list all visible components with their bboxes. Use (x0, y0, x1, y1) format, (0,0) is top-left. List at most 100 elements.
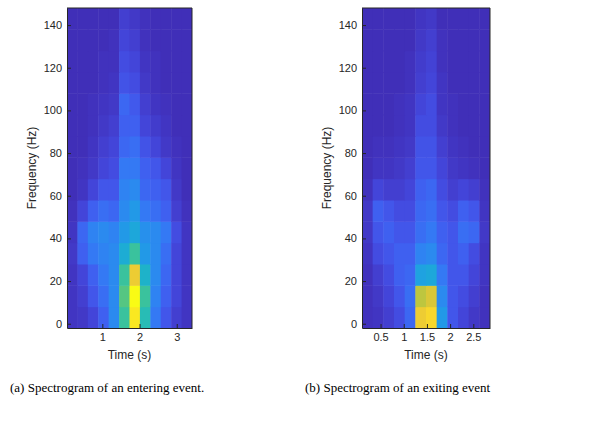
heatmap-cell (88, 29, 99, 51)
heatmap-cell (98, 93, 109, 115)
y-tick-label: 20 (50, 275, 62, 287)
heatmap-cell (182, 72, 192, 94)
heatmap-cell (140, 179, 151, 201)
heatmap-cell (171, 93, 182, 115)
heatmap-cell (67, 243, 78, 265)
heatmap-cell (405, 307, 416, 328)
y-tick: 100 (339, 104, 366, 116)
heatmap-cell (67, 8, 78, 30)
heatmap-cell (383, 157, 394, 179)
heatmap-cell (469, 115, 480, 137)
heatmap-cell (109, 51, 120, 73)
heatmap-cell (394, 72, 405, 94)
x-tick-label: 2 (137, 331, 143, 343)
heatmap-cell (426, 157, 437, 179)
heatmap-cell (415, 51, 426, 73)
heatmap-cell (383, 8, 394, 30)
heatmap-cell (394, 179, 405, 201)
heatmap-cell (150, 243, 161, 265)
heatmap-cell (362, 136, 373, 158)
frame (490, 8, 491, 328)
heatmap-cell (383, 200, 394, 222)
heatmap-cell (479, 200, 490, 222)
heatmap-cell (182, 285, 192, 307)
heatmap-cell (415, 136, 426, 158)
x-tick-label: 1 (100, 331, 106, 343)
x-tick-label: 1.5 (420, 331, 435, 343)
heatmap-cell (437, 221, 448, 243)
heatmap-cell (67, 221, 78, 243)
heatmap-cell (426, 307, 437, 328)
heatmap-cell (437, 157, 448, 179)
heatmap-cell (140, 51, 151, 73)
heatmap-cell (479, 307, 490, 328)
figure: 123020406080100120140Time (s)Frequency (… (0, 0, 590, 432)
heatmap-cell (458, 264, 469, 286)
heatmap-cell (171, 51, 182, 73)
heatmap-cell (373, 29, 384, 51)
heatmap-cell (161, 200, 172, 222)
heatmap-cell (437, 264, 448, 286)
heatmap-cell (171, 8, 182, 30)
y-tick-mark (67, 153, 71, 154)
y-tick-label: 140 (339, 19, 357, 31)
x-tick: 2 (448, 324, 454, 343)
y-tick: 60 (345, 190, 366, 202)
heatmap-cell (171, 307, 182, 328)
heatmap-cell (458, 221, 469, 243)
heatmap-cell (140, 307, 151, 328)
heatmap-cell (469, 29, 480, 51)
heatmap-cell (150, 93, 161, 115)
heatmap-cell (373, 179, 384, 201)
heatmap-cell (458, 51, 469, 73)
heatmap-cell (119, 307, 130, 328)
caption: (b) Spectrogram of an exiting event (305, 380, 491, 395)
heatmap-cell (77, 307, 88, 328)
heatmap-cell (109, 72, 120, 94)
heatmap-cell (130, 93, 141, 115)
heatmap-cell (77, 115, 88, 137)
heatmap-cell (362, 93, 373, 115)
heatmap-cell (140, 29, 151, 51)
y-tick-label: 0 (351, 318, 357, 330)
heatmap-cell (415, 200, 426, 222)
heatmap-cell (119, 200, 130, 222)
heatmap-cell (447, 179, 458, 201)
heatmap-cell (426, 264, 437, 286)
heatmap-cell (182, 157, 192, 179)
heatmap-cell (182, 136, 192, 158)
heatmap-cell (373, 8, 384, 30)
heatmap-cell (426, 179, 437, 201)
heatmap-cell (171, 285, 182, 307)
heatmap-cell (394, 157, 405, 179)
heatmap-cell (161, 307, 172, 328)
heatmap-cell (437, 307, 448, 328)
heatmap-cell (140, 264, 151, 286)
heatmap-cell (447, 93, 458, 115)
heatmap-cell (479, 136, 490, 158)
y-tick-mark (362, 25, 366, 26)
heatmap-cell (447, 221, 458, 243)
heatmap-cell (130, 8, 141, 30)
heatmap-cell (469, 243, 480, 265)
heatmap-cell (67, 51, 78, 73)
y-tick-label: 20 (345, 275, 357, 287)
heatmap-cell (458, 29, 469, 51)
heatmap-cell (394, 243, 405, 265)
heatmap-cell (383, 136, 394, 158)
heatmap-cell (150, 8, 161, 30)
y-tick-mark (362, 196, 366, 197)
heatmap-cell (426, 136, 437, 158)
heatmap-cell (130, 51, 141, 73)
heatmap-cell (458, 179, 469, 201)
heatmap-cell (130, 264, 141, 286)
heatmap-cell (150, 29, 161, 51)
heatmap-cell (150, 72, 161, 94)
y-axis-line (362, 9, 363, 329)
heatmap-cell (171, 221, 182, 243)
heatmap-cell (161, 72, 172, 94)
heatmap-cell (405, 51, 416, 73)
heatmap-cell (479, 72, 490, 94)
heatmap-cell (479, 115, 490, 137)
y-tick-mark (362, 110, 366, 111)
